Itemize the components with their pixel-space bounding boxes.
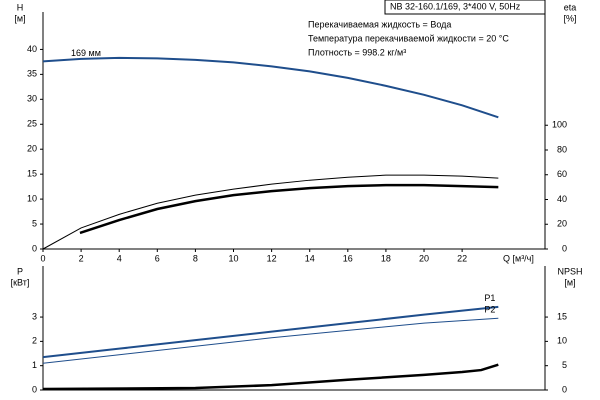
curve <box>42 305 499 359</box>
y-tick-label: 35 <box>27 69 37 79</box>
x-tick-label: 10 <box>229 253 239 263</box>
header: NB 32-160.1/169, 3*400 V, 50Hz <box>390 1 521 11</box>
curve <box>42 317 499 364</box>
y-tick-label: 2 <box>32 336 37 346</box>
y2-tick-label: 40 <box>557 194 567 204</box>
y-tick-label: 20 <box>27 144 37 154</box>
y-axis-unit: [кВт] <box>11 277 30 287</box>
y2-tick-label: 15 <box>557 311 567 321</box>
header-box <box>384 0 546 15</box>
y-tick-label: 40 <box>27 44 37 54</box>
x-tick-label: 0 <box>40 253 45 263</box>
y2-tick-label: 20 <box>557 219 567 229</box>
curve <box>42 174 499 250</box>
y2-axis-label: eta <box>564 2 577 12</box>
y2-tick-label: 100 <box>552 120 567 130</box>
y-axis-label: P <box>17 266 23 276</box>
y-tick-label: 10 <box>27 193 37 203</box>
y-tick-label: 1 <box>32 360 37 370</box>
x-tick-label: 18 <box>381 253 391 263</box>
y2-axis-label: NPSH <box>557 266 582 276</box>
x-tick-label: 6 <box>155 253 160 263</box>
x-tick-label: 22 <box>457 253 467 263</box>
y-tick-label: 3 <box>32 311 37 321</box>
y-tick-label: 30 <box>27 94 37 104</box>
curve-label: P1 <box>484 293 495 303</box>
curve-label: P2 <box>484 305 495 315</box>
curve <box>42 56 499 119</box>
curve-label: 169 мм <box>71 48 101 58</box>
y2-tick-label: 10 <box>557 336 567 346</box>
note: Температура перекачиваемой жидкости = 20… <box>308 33 509 43</box>
y-tick-label: 0 <box>32 243 37 253</box>
y2-tick-label: 5 <box>562 360 567 370</box>
note: Плотность = 998.2 кг/м³ <box>308 47 406 57</box>
y-tick-label: 15 <box>27 169 37 179</box>
y2-tick-label: 60 <box>557 169 567 179</box>
x-tick-label: 20 <box>419 253 429 263</box>
y-tick-label: 25 <box>27 119 37 129</box>
y2-tick-label: 0 <box>562 384 567 394</box>
y-axis-unit: [м] <box>14 13 25 23</box>
x-tick-label: 16 <box>343 253 353 263</box>
note: Перекачиваемая жидкость = Вода <box>308 19 451 29</box>
y-axis-label: H <box>17 2 24 12</box>
x-tick-label: 14 <box>305 253 315 263</box>
y2-axis-unit: [%] <box>563 13 576 23</box>
y2-axis-unit: [м] <box>564 277 575 287</box>
x-tick-label: 8 <box>193 253 198 263</box>
y-tick-label: 0 <box>32 384 37 394</box>
x-tick-label: 12 <box>267 253 277 263</box>
curve <box>42 363 499 391</box>
x-axis-label: Q [м³/ч] <box>503 253 534 263</box>
curve <box>79 183 499 235</box>
y2-tick-label: 0 <box>562 243 567 253</box>
y-tick-label: 5 <box>32 218 37 228</box>
x-tick-label: 4 <box>117 253 122 263</box>
x-tick-label: 2 <box>79 253 84 263</box>
y2-tick-label: 80 <box>557 144 567 154</box>
